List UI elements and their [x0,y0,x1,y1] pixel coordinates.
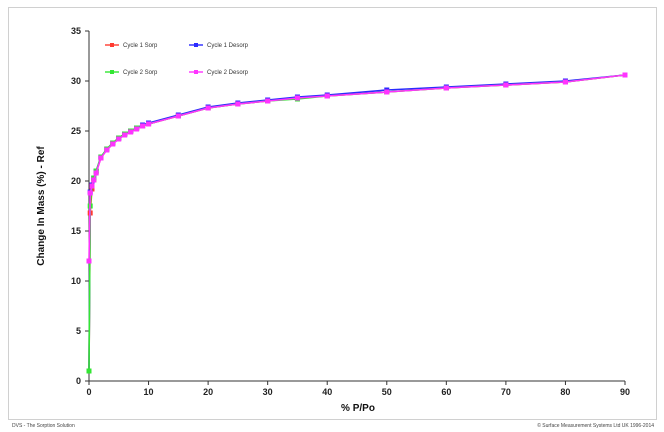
data-point [503,82,509,88]
y-tick-label: 0 [76,376,81,386]
series-line-4 [88,74,626,262]
data-point [128,129,134,135]
data-point [116,136,122,142]
y-tick-label: 20 [71,176,81,186]
legend: Cycle 1 Sorp Cycle 1 Desorp Cycle 2 Sorp Cy… [105,43,249,76]
data-point [622,72,628,78]
data-point [562,79,568,85]
y-tick-label: 25 [71,126,81,136]
data-point [146,121,152,127]
legend-marker [194,43,198,47]
data-point [86,368,92,374]
data-point [91,177,97,183]
x-tick-label: 10 [144,387,154,397]
legend-label: Cycle 2 Desorp [207,70,249,76]
series-line-2 [88,74,626,372]
data-point [134,126,140,132]
data-point [89,183,95,189]
data-point [87,190,93,196]
legend-marker [194,70,198,74]
series-line-1 [88,74,626,372]
x-tick-label: 70 [501,387,511,397]
data-point [93,170,99,176]
legend-marker [110,43,114,47]
y-tick-label: 30 [71,76,81,86]
plot-area [86,72,628,374]
y-tick-label: 10 [71,276,81,286]
x-tick-label: 80 [560,387,570,397]
legend-label: Cycle 2 Sorp [123,70,158,76]
data-point [384,89,390,95]
legend-label: Cycle 1 Desorp [207,43,249,49]
x-tick-label: 90 [620,387,630,397]
chart-frame [8,7,657,420]
footer-left-text: DVS - The Sorption Solution [12,423,75,429]
legend-marker [110,70,114,74]
data-point [265,98,271,104]
data-point [98,155,104,161]
series-line-3 [88,74,626,372]
legend-label: Cycle 1 Sorp [123,43,158,49]
data-point [235,101,241,107]
data-point [443,85,449,91]
data-point [324,93,330,99]
y-axis-title: Change In Mass (%) - Ref [36,146,47,266]
data-point [175,113,181,119]
data-point [122,132,128,138]
data-point [86,258,92,264]
x-tick-label: 40 [322,387,332,397]
x-tick-label: 30 [263,387,273,397]
y-tick-label: 15 [71,226,81,236]
x-axis-title: % P/Po [341,403,375,414]
x-tick-label: 20 [203,387,213,397]
data-point [294,95,300,101]
y-tick-label: 5 [76,326,81,336]
x-tick-label: 60 [441,387,451,397]
data-point [205,105,211,111]
x-tick-label: 0 [86,387,91,397]
data-point [110,141,116,147]
footer-copyright-text: © Surface Measurement Systems Ltd UK 199… [537,423,654,429]
data-point [104,147,110,153]
x-tick-label: 50 [382,387,392,397]
y-tick-label: 35 [71,26,81,36]
data-point [140,123,146,129]
